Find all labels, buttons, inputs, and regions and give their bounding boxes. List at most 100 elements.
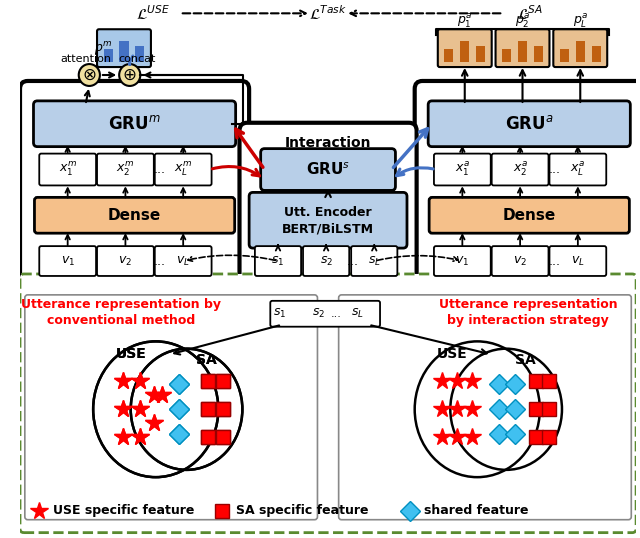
FancyBboxPatch shape xyxy=(550,153,606,186)
FancyBboxPatch shape xyxy=(97,153,154,186)
Text: ...: ... xyxy=(548,163,560,176)
Text: USE specific feature: USE specific feature xyxy=(52,504,194,517)
Bar xyxy=(560,48,569,62)
Text: Utterance representation by
conventional method: Utterance representation by conventional… xyxy=(21,298,221,327)
Text: Interaction: Interaction xyxy=(285,136,371,150)
Text: $s_1$: $s_1$ xyxy=(273,307,287,320)
Text: $\mathcal{L}^{SA}$: $\mathcal{L}^{SA}$ xyxy=(517,4,543,22)
Bar xyxy=(104,48,113,62)
Bar xyxy=(534,46,543,62)
Text: GRU$^m$: GRU$^m$ xyxy=(108,115,161,133)
Circle shape xyxy=(79,64,100,86)
Text: shared feature: shared feature xyxy=(424,504,529,517)
Text: $\mathcal{L}^{Task}$: $\mathcal{L}^{Task}$ xyxy=(309,4,347,22)
Text: $v_L$: $v_L$ xyxy=(176,254,190,267)
Text: $p_L^a$: $p_L^a$ xyxy=(573,12,588,30)
FancyBboxPatch shape xyxy=(35,197,235,233)
Text: $v_1$: $v_1$ xyxy=(455,254,469,267)
Circle shape xyxy=(119,64,140,86)
Text: $v_2$: $v_2$ xyxy=(513,254,527,267)
FancyBboxPatch shape xyxy=(550,246,606,276)
Text: $s_1$: $s_1$ xyxy=(271,254,285,267)
Text: USE: USE xyxy=(437,348,468,362)
FancyBboxPatch shape xyxy=(415,81,640,288)
FancyBboxPatch shape xyxy=(239,123,417,286)
FancyBboxPatch shape xyxy=(554,29,607,67)
FancyBboxPatch shape xyxy=(428,101,630,147)
Text: USE: USE xyxy=(115,348,146,362)
FancyBboxPatch shape xyxy=(495,29,550,67)
Text: Utterance representation
by interaction strategy: Utterance representation by interaction … xyxy=(439,298,618,327)
Text: Utt. Encoder: Utt. Encoder xyxy=(284,206,372,219)
Text: GRU$^a$: GRU$^a$ xyxy=(505,115,554,133)
Bar xyxy=(591,46,601,62)
Text: ...: ... xyxy=(154,163,166,176)
Text: ...: ... xyxy=(154,254,166,267)
Text: attention: attention xyxy=(60,54,111,64)
FancyBboxPatch shape xyxy=(339,295,631,520)
Bar xyxy=(444,48,453,62)
Text: $p_2^a$: $p_2^a$ xyxy=(515,12,530,30)
Bar xyxy=(576,41,585,62)
FancyBboxPatch shape xyxy=(255,246,301,276)
Text: $v_2$: $v_2$ xyxy=(118,254,132,267)
Text: $x_L^m$: $x_L^m$ xyxy=(174,161,192,178)
FancyBboxPatch shape xyxy=(429,197,629,233)
Text: ...: ... xyxy=(347,254,359,267)
Text: $x_2^a$: $x_2^a$ xyxy=(513,161,527,178)
FancyBboxPatch shape xyxy=(155,153,212,186)
Text: SA: SA xyxy=(515,353,536,367)
Text: ...: ... xyxy=(330,309,341,319)
Text: $x_1^a$: $x_1^a$ xyxy=(455,161,470,178)
Bar xyxy=(120,41,129,62)
Bar xyxy=(518,41,527,62)
Text: $s_2$: $s_2$ xyxy=(312,307,325,320)
Text: $x_1^m$: $x_1^m$ xyxy=(58,161,77,178)
FancyBboxPatch shape xyxy=(434,153,491,186)
FancyBboxPatch shape xyxy=(492,246,548,276)
FancyBboxPatch shape xyxy=(39,246,96,276)
FancyBboxPatch shape xyxy=(155,246,212,276)
Text: SA specific feature: SA specific feature xyxy=(236,504,368,517)
Bar xyxy=(135,46,145,62)
FancyBboxPatch shape xyxy=(249,193,407,248)
Text: $v_L$: $v_L$ xyxy=(571,254,585,267)
Text: $s_L$: $s_L$ xyxy=(351,307,364,320)
Text: concat: concat xyxy=(119,54,156,64)
FancyBboxPatch shape xyxy=(33,101,236,147)
Text: $v_1$: $v_1$ xyxy=(61,254,75,267)
Bar xyxy=(502,48,511,62)
Text: $\mathcal{L}^{USE}$: $\mathcal{L}^{USE}$ xyxy=(136,4,170,22)
FancyBboxPatch shape xyxy=(351,246,397,276)
Text: ...: ... xyxy=(548,254,560,267)
Text: SA: SA xyxy=(196,353,216,367)
FancyBboxPatch shape xyxy=(270,301,380,327)
Text: GRU$^s$: GRU$^s$ xyxy=(306,161,350,178)
Text: $s_L$: $s_L$ xyxy=(368,254,381,267)
Text: $x_L^a$: $x_L^a$ xyxy=(570,161,586,178)
Text: BERT/BiLSTM: BERT/BiLSTM xyxy=(282,223,374,236)
FancyBboxPatch shape xyxy=(434,246,491,276)
Text: $p^m$: $p^m$ xyxy=(93,40,112,56)
FancyBboxPatch shape xyxy=(492,153,548,186)
FancyBboxPatch shape xyxy=(20,274,636,533)
FancyBboxPatch shape xyxy=(97,29,151,67)
Text: $s_2$: $s_2$ xyxy=(319,254,333,267)
Bar xyxy=(460,41,469,62)
Text: Dense: Dense xyxy=(502,208,556,223)
Text: SA: SA xyxy=(196,353,216,367)
Text: $x_2^m$: $x_2^m$ xyxy=(116,161,134,178)
FancyBboxPatch shape xyxy=(260,148,396,190)
Text: ⊕: ⊕ xyxy=(123,66,137,84)
Text: USE: USE xyxy=(115,348,146,362)
Bar xyxy=(476,46,485,62)
Text: Dense: Dense xyxy=(108,208,161,223)
FancyBboxPatch shape xyxy=(25,295,317,520)
Text: $p_1^a$: $p_1^a$ xyxy=(457,12,472,30)
FancyBboxPatch shape xyxy=(20,81,249,288)
FancyBboxPatch shape xyxy=(39,153,96,186)
FancyBboxPatch shape xyxy=(303,246,349,276)
Text: ⊗: ⊗ xyxy=(83,66,96,84)
FancyBboxPatch shape xyxy=(438,29,492,67)
FancyBboxPatch shape xyxy=(97,246,154,276)
